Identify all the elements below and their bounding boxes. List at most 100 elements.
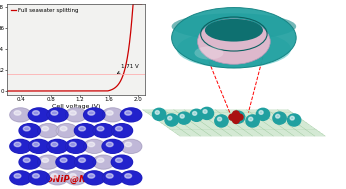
Ellipse shape [172,8,296,68]
Circle shape [19,124,40,138]
Circle shape [288,114,301,126]
Circle shape [106,174,113,178]
Circle shape [42,126,48,131]
Circle shape [106,142,113,147]
Circle shape [102,139,123,153]
Circle shape [116,158,122,162]
Circle shape [233,114,239,120]
Circle shape [120,108,142,122]
Ellipse shape [205,19,263,42]
Full seawater splitting [5,90,9,92]
Circle shape [10,171,31,185]
Circle shape [256,108,270,120]
Circle shape [47,139,68,153]
Circle shape [33,142,39,147]
Circle shape [120,139,142,153]
Circle shape [88,174,95,178]
Circle shape [180,114,184,118]
Circle shape [273,112,286,124]
Circle shape [125,142,131,147]
Full seawater splitting [131,3,135,5]
Circle shape [37,155,59,169]
Circle shape [249,117,253,121]
Text: CoNiP@N,P-C: CoNiP@N,P-C [41,175,108,184]
Circle shape [84,108,105,122]
Full seawater splitting [139,3,144,5]
Circle shape [116,126,122,131]
Circle shape [65,171,86,185]
Circle shape [28,108,49,122]
Circle shape [70,142,76,147]
Circle shape [65,108,86,122]
Polygon shape [143,110,325,136]
Circle shape [10,139,31,153]
Circle shape [14,174,21,178]
Circle shape [70,174,76,178]
Line: Full seawater splitting: Full seawater splitting [7,4,142,91]
Circle shape [200,107,213,119]
Circle shape [120,171,142,185]
Circle shape [193,112,197,115]
Circle shape [234,113,238,117]
Circle shape [97,126,104,131]
Full seawater splitting [84,90,89,92]
Circle shape [88,111,95,115]
Circle shape [155,111,160,114]
Circle shape [56,124,77,138]
Circle shape [229,114,236,120]
Circle shape [231,111,245,123]
Circle shape [93,124,114,138]
Circle shape [10,108,31,122]
Circle shape [236,114,243,120]
Circle shape [33,174,39,178]
Circle shape [65,139,86,153]
Circle shape [233,111,239,117]
Circle shape [51,174,58,178]
Circle shape [84,171,105,185]
Ellipse shape [177,30,291,68]
Circle shape [60,126,67,131]
Circle shape [79,126,85,131]
Circle shape [47,171,68,185]
Full seawater splitting [39,90,44,92]
Circle shape [51,111,58,115]
Circle shape [177,112,191,124]
Text: 1.71 V: 1.71 V [117,64,139,73]
Circle shape [153,108,166,120]
Circle shape [102,171,123,185]
Circle shape [125,174,131,178]
Circle shape [51,142,58,147]
Ellipse shape [198,19,270,64]
Circle shape [74,155,95,169]
Circle shape [246,115,259,127]
Circle shape [215,115,228,127]
Circle shape [218,117,222,121]
Circle shape [42,158,48,162]
Circle shape [125,111,131,115]
Circle shape [233,117,239,123]
Circle shape [203,110,207,113]
Circle shape [84,139,105,153]
Circle shape [102,108,123,122]
Circle shape [56,155,77,169]
Circle shape [19,155,40,169]
Circle shape [14,142,21,147]
X-axis label: Cell voltage (V): Cell voltage (V) [52,104,100,109]
Circle shape [290,116,294,120]
Full seawater splitting [106,90,110,92]
Circle shape [74,124,95,138]
Circle shape [111,155,133,169]
Circle shape [190,109,203,121]
Full seawater splitting [66,90,70,92]
Circle shape [97,158,104,162]
Circle shape [93,155,114,169]
Circle shape [106,111,113,115]
Full seawater splitting [29,90,33,92]
Circle shape [23,126,30,131]
Circle shape [60,158,67,162]
Circle shape [111,124,133,138]
Circle shape [276,114,280,118]
Circle shape [168,116,172,120]
Circle shape [259,111,263,114]
Ellipse shape [172,13,296,40]
